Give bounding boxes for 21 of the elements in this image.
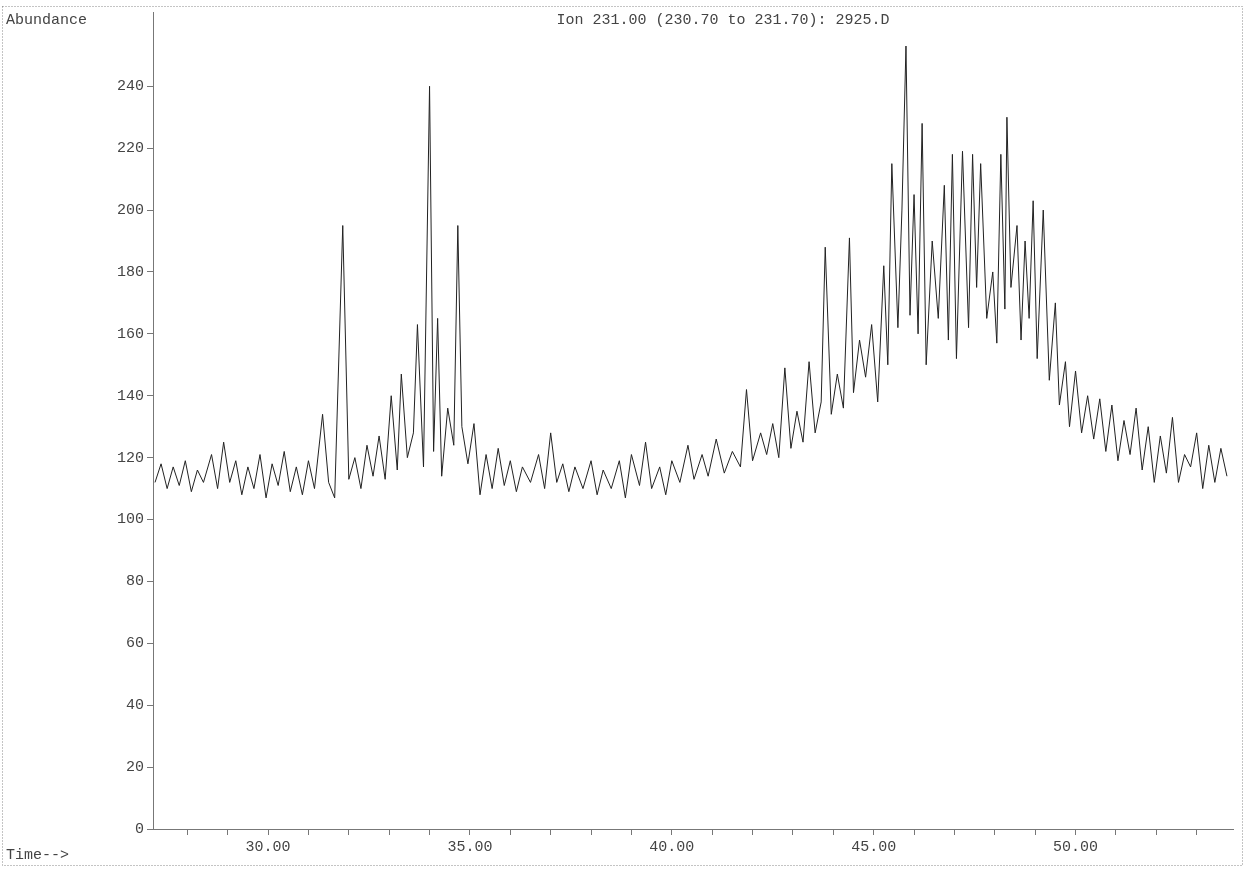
- y-tick-label: 140: [116, 387, 144, 405]
- y-tick-label: 240: [116, 78, 144, 96]
- y-tick-label: 60: [125, 635, 144, 653]
- x-tick-label: 45.00: [851, 838, 897, 856]
- x-tick-label: 50.00: [1053, 838, 1099, 856]
- chart-title: Ion 231.00 (230.70 to 231.70): 2925.D: [556, 11, 890, 29]
- y-tick-label: 180: [116, 263, 144, 281]
- y-tick-label: 120: [116, 449, 144, 467]
- y-tick-label: 220: [116, 140, 144, 158]
- y-tick-label: 20: [125, 759, 144, 777]
- y-axis-title: Abundance: [6, 11, 88, 29]
- y-tick-label: 200: [116, 202, 144, 220]
- y-tick-label: 0: [134, 820, 144, 838]
- x-axis-title: Time-->: [6, 846, 70, 864]
- x-tick-label: 40.00: [649, 838, 695, 856]
- x-tick-label: 30.00: [245, 838, 291, 856]
- y-tick-label: 40: [125, 697, 144, 715]
- y-tick-label: 80: [125, 573, 144, 591]
- y-tick-label: 100: [116, 511, 144, 529]
- y-tick-label: 160: [116, 325, 144, 343]
- x-tick-label: 35.00: [447, 838, 493, 856]
